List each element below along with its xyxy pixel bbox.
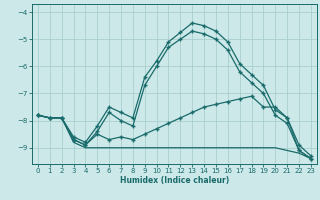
X-axis label: Humidex (Indice chaleur): Humidex (Indice chaleur) (120, 176, 229, 185)
